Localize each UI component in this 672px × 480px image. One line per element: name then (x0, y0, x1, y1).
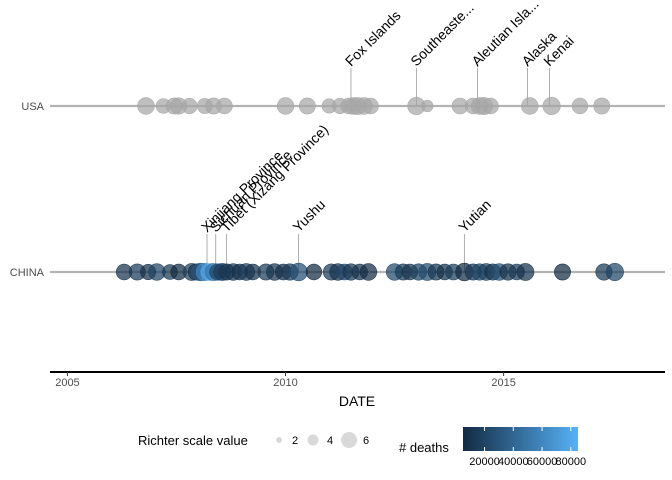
size-legend: Richter scale value 2 4 6 (138, 432, 369, 448)
point-china (305, 263, 323, 281)
point-china (516, 263, 535, 281)
point-usa (542, 96, 561, 116)
point-usa (181, 98, 198, 114)
category-label-usa: USA (21, 101, 44, 113)
color-legend-title: # deaths (399, 440, 449, 455)
timelines (50, 104, 665, 274)
point-usa (137, 97, 155, 115)
point-china (554, 263, 571, 281)
color-legend-label: 60000 (527, 456, 558, 468)
size-legend-key-2 (276, 437, 282, 443)
point-usa (571, 97, 589, 115)
size-legend-key-6 (341, 432, 357, 448)
point-usa (421, 99, 434, 113)
category-label-china: CHINA (10, 267, 45, 279)
point-usa (276, 97, 295, 115)
size-legend-label-2: 2 (292, 435, 298, 447)
point-usa (521, 97, 539, 115)
x-axis-title: DATE (339, 393, 375, 409)
x-axis-ticks: 2005 2010 2015 (55, 372, 516, 389)
annotation-label: Fox Islands (342, 7, 404, 69)
point-usa (593, 97, 611, 115)
x-tick-label: 2005 (55, 377, 79, 389)
color-legend-bar (463, 427, 578, 451)
point-usa (298, 97, 316, 115)
color-legend-label: 20000 (469, 456, 500, 468)
x-tick-label: 2015 (491, 377, 515, 389)
annotation-label: Yutian (455, 196, 494, 235)
color-legend-label: 80000 (556, 456, 587, 468)
point-usa (362, 97, 379, 115)
annotation-label: Yushu (289, 196, 328, 235)
x-tick-label: 2010 (273, 377, 297, 389)
point-usa (482, 97, 499, 115)
annotation-label: Southeaste... (407, 0, 477, 69)
size-legend-label-6: 6 (363, 435, 369, 447)
point-usa (216, 97, 233, 115)
size-legend-label-4: 4 (327, 435, 333, 447)
data-points (115, 96, 624, 282)
point-china (605, 262, 624, 282)
size-legend-title: Richter scale value (138, 433, 248, 448)
annotation-labels: Fox Islands Southeaste...Aleutian Isla...… (198, 0, 577, 235)
color-legend-label: 40000 (498, 456, 529, 468)
size-legend-key-4 (307, 434, 319, 446)
category-labels: USA CHINA (10, 101, 45, 279)
point-china (289, 262, 308, 282)
point-china (359, 263, 378, 281)
